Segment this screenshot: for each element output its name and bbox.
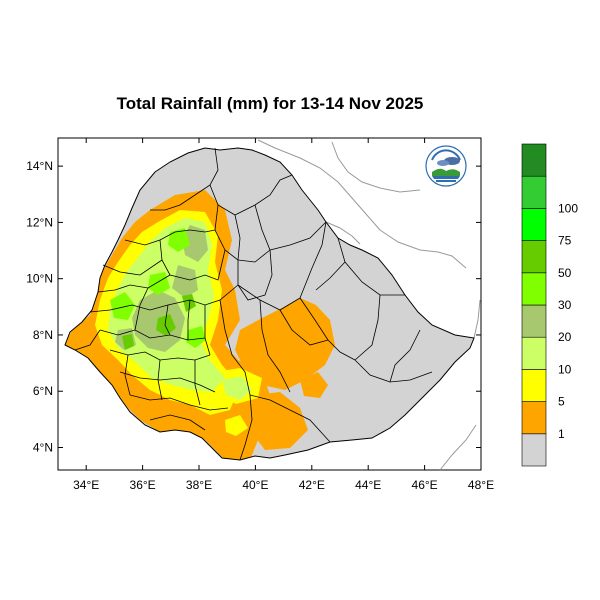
colorbar <box>521 143 547 467</box>
colorbar-swatch <box>521 143 547 177</box>
map-frame <box>57 137 482 471</box>
rain-band-30-50mm <box>110 228 206 348</box>
colorbar-label: 5 <box>558 395 565 409</box>
ethiopian-meteorology-institute-logo <box>425 145 467 187</box>
lon-tick-label: 34°E <box>73 478 99 492</box>
lat-tick-label: 4°N <box>33 440 53 454</box>
ethiopia-outline <box>64 147 475 461</box>
longitude-ticks: 34°E 36°E 38°E 40°E 42°E 44°E 46°E 48°E <box>73 138 494 492</box>
neighbor-borders <box>257 139 481 471</box>
colorbar-swatch <box>521 240 547 274</box>
colorbar-swatch <box>521 401 547 435</box>
lon-tick-label: 38°E <box>186 478 212 492</box>
lon-tick-label: 46°E <box>412 478 438 492</box>
colorbar-swatch <box>521 304 547 338</box>
colorbar-labels: 1 5 10 20 30 50 75 100 <box>558 201 578 440</box>
colorbar-label: 1 <box>558 427 565 441</box>
colorbar-swatch <box>521 272 547 306</box>
rain-band-50-75mm <box>122 294 196 350</box>
lat-tick-label: 8°N <box>33 328 53 342</box>
colorbar-swatch <box>521 208 547 241</box>
lon-tick-label: 42°E <box>299 478 325 492</box>
colorbar-label: 30 <box>558 298 572 312</box>
colorbar-swatch <box>521 369 547 402</box>
lat-tick-label: 14°N <box>26 159 53 173</box>
rainfall-shading <box>65 190 335 460</box>
colorbar-swatch <box>521 336 547 370</box>
lat-tick-label: 12°N <box>26 215 53 229</box>
lon-tick-label: 36°E <box>130 478 156 492</box>
map-title: Total Rainfall (mm) for 13-14 Nov 2025 <box>116 94 424 113</box>
colorbar-label: 50 <box>558 266 572 280</box>
colorbar-label: 75 <box>558 234 572 248</box>
lat-tick-label: 10°N <box>26 272 53 286</box>
lon-tick-label: 44°E <box>355 478 381 492</box>
lat-tick-label: 6°N <box>33 384 53 398</box>
latitude-ticks: 14°N 12°N 10°N 8°N 6°N 4°N <box>26 159 481 454</box>
lon-tick-label: 48°E <box>468 478 494 492</box>
admin-boundaries <box>74 147 433 461</box>
colorbar-swatch <box>521 175 547 209</box>
colorbar-swatch <box>521 433 547 467</box>
colorbar-label: 100 <box>558 201 578 215</box>
colorbar-label: 20 <box>558 330 572 344</box>
colorbar-label: 10 <box>558 362 572 376</box>
lon-tick-label: 40°E <box>242 478 268 492</box>
